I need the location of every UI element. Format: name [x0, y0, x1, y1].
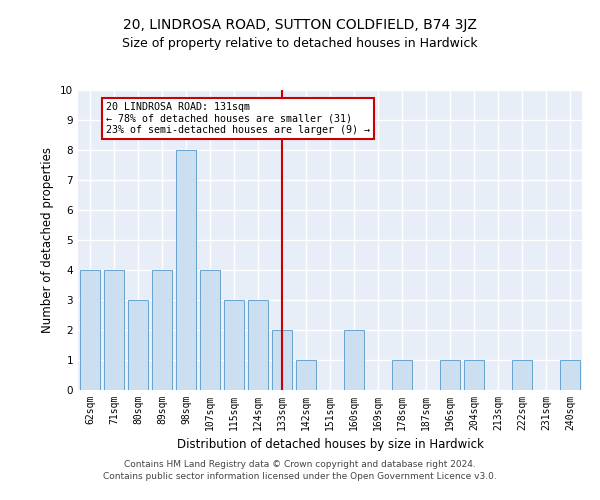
Text: Contains HM Land Registry data © Crown copyright and database right 2024.: Contains HM Land Registry data © Crown c… [124, 460, 476, 469]
Y-axis label: Number of detached properties: Number of detached properties [41, 147, 55, 333]
X-axis label: Distribution of detached houses by size in Hardwick: Distribution of detached houses by size … [176, 438, 484, 452]
Bar [464, 360, 484, 390]
Bar [176, 150, 196, 390]
Bar [440, 360, 460, 390]
Bar [296, 360, 316, 390]
Bar [392, 360, 412, 390]
Text: 20 LINDROSA ROAD: 131sqm
← 78% of detached houses are smaller (31)
23% of semi-d: 20 LINDROSA ROAD: 131sqm ← 78% of detach… [106, 102, 370, 135]
Bar [104, 270, 124, 390]
Bar [272, 330, 292, 390]
Bar [344, 330, 364, 390]
Bar [128, 300, 148, 390]
Text: Contains public sector information licensed under the Open Government Licence v3: Contains public sector information licen… [103, 472, 497, 481]
Bar [560, 360, 580, 390]
Bar [152, 270, 172, 390]
Text: 20, LINDROSA ROAD, SUTTON COLDFIELD, B74 3JZ: 20, LINDROSA ROAD, SUTTON COLDFIELD, B74… [123, 18, 477, 32]
Bar [248, 300, 268, 390]
Text: Size of property relative to detached houses in Hardwick: Size of property relative to detached ho… [122, 38, 478, 51]
Bar [80, 270, 100, 390]
Bar [512, 360, 532, 390]
Bar [200, 270, 220, 390]
Bar [224, 300, 244, 390]
